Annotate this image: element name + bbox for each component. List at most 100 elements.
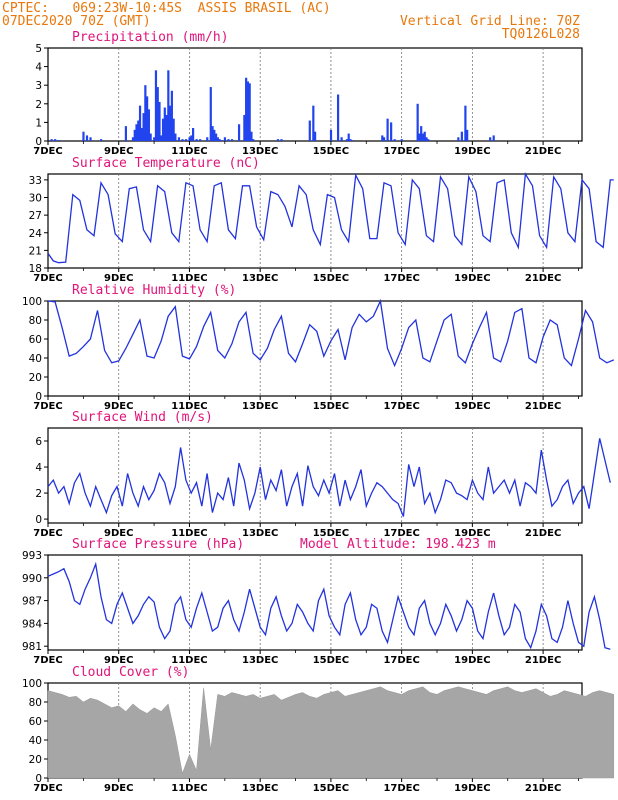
humidity-frame [47,300,583,397]
precipitation-bar [308,120,311,141]
precipitation-bar [250,131,253,141]
y-tick-label: 5 [35,43,42,55]
y-tick-label: 18 [29,263,42,275]
precipitation-bar [418,133,421,141]
x-tick-label: 9DEC [104,146,133,157]
precipitation-bar [54,139,57,141]
precipitation-bar [349,139,352,141]
precipitation-bar [172,118,175,141]
x-tick-label: 15DEC [313,783,349,794]
precipitation-bar [220,140,223,141]
precipitation-bar [420,126,423,141]
x-tick-label: 15DEC [313,146,349,157]
precipitation-bar [149,133,152,141]
y-tick-label: 60 [29,716,42,728]
y-tick-label: 0 [35,773,42,785]
precipitation-bar [146,96,149,141]
y-tick-label: 6 [35,436,42,448]
y-tick-label: 0 [35,391,42,403]
x-tick-label: 9DEC [104,273,133,284]
precipitation-bar [163,107,166,141]
precipitation-bar [464,105,467,141]
y-tick-label: 24 [29,228,43,240]
precipitation-bar [460,131,463,141]
x-tick-label: 15DEC [313,273,349,284]
precipitation-bar [174,133,177,141]
x-tick-label: 17DEC [383,655,419,666]
precipitation-bar [252,139,255,141]
x-tick-label: 21DEC [525,273,561,284]
y-tick-label: 1 [35,117,42,129]
precipitation-bar [124,126,128,141]
x-tick-label: 19DEC [454,146,490,157]
precipitation-bar [230,139,234,141]
precipitation-bar [57,140,60,141]
precipitation-bar [421,133,425,141]
x-tick-label: 11DEC [171,146,207,157]
precipitation-bar [158,101,161,141]
precipitation-bar [188,137,191,141]
y-tick-label: 2 [35,99,42,111]
x-tick-label: 17DEC [383,273,419,284]
precipitation-bar [153,137,156,141]
humidity-title: Relative Humidity (%) [72,283,236,298]
precipitation-bar [135,124,138,141]
y-tick-label: 993 [22,550,42,562]
x-tick-label: 19DEC [454,273,490,284]
precipitation-bar [140,127,143,141]
precipitation-bar [312,105,315,141]
x-tick-label: 15DEC [313,528,349,539]
precipitation-bar [245,77,248,141]
x-tick-label: 11DEC [171,528,207,539]
x-tick-label: 13DEC [242,783,278,794]
series-line [47,561,611,650]
pressure-title: Surface Pressure (hPa) [72,537,244,552]
precipitation-bar [50,139,53,141]
precipitation-bar [133,129,136,141]
x-tick-label: 13DEC [242,273,278,284]
precipitation-bar [209,87,212,141]
x-tick-label: 7DEC [33,783,62,794]
precipitation-bar [280,139,283,141]
vertical-grid-line-note: Vertical Grid Line: 70Z [400,14,580,29]
x-tick-label: 7DEC [33,273,62,284]
precipitation-bar [156,87,159,141]
x-tick-label: 13DEC [242,655,278,666]
pressure-panel: Surface Pressure (hPa) Model Altitude: 1… [22,537,611,666]
temperature-frame [47,173,583,269]
cloud-cover-title: Cloud Cover (%) [72,665,189,680]
model-code: TQ0126L028 [502,27,580,42]
y-tick-label: 984 [22,618,42,630]
y-tick-label: 4 [35,462,42,474]
x-tick-label: 13DEC [242,528,278,539]
precipitation-bar [345,139,349,141]
y-tick-label: 27 [29,210,42,222]
humidity-panel: Relative Humidity (%) 7DEC 9DEC 11DEC 13DEC… [22,283,615,412]
precipitation-bar [138,105,142,141]
x-tick-label: 7DEC [33,655,62,666]
y-tick-label: 100 [22,678,42,690]
precipitation-bar [181,139,184,141]
x-tick-label: 7DEC [33,401,62,412]
precipitation-bar [393,139,396,141]
x-tick-label: 15DEC [313,401,349,412]
x-tick-label: 11DEC [171,273,207,284]
precipitation-bar [131,137,135,141]
precipitation-bar [213,129,216,141]
precipitation-bar [137,120,140,141]
precipitation-bar [195,139,198,141]
pressure-frame [47,554,583,651]
x-tick-label: 13DEC [242,401,278,412]
x-tick-label: 11DEC [171,655,207,666]
precipitation-bar [144,85,147,141]
precipitation-bar [199,139,202,141]
precipitation-bar [165,114,168,141]
y-tick-label: 0 [35,514,42,526]
precipitation-bar [89,137,92,141]
precipitation-bar [347,133,350,141]
station-header: CPTEC: 069:23W-10:45S ASSIS BRASIL (AC) [2,1,331,16]
precipitation-bar [167,70,170,141]
temperature-title: Surface Temperature (nC) [72,156,260,171]
precipitation-bar [223,137,227,141]
